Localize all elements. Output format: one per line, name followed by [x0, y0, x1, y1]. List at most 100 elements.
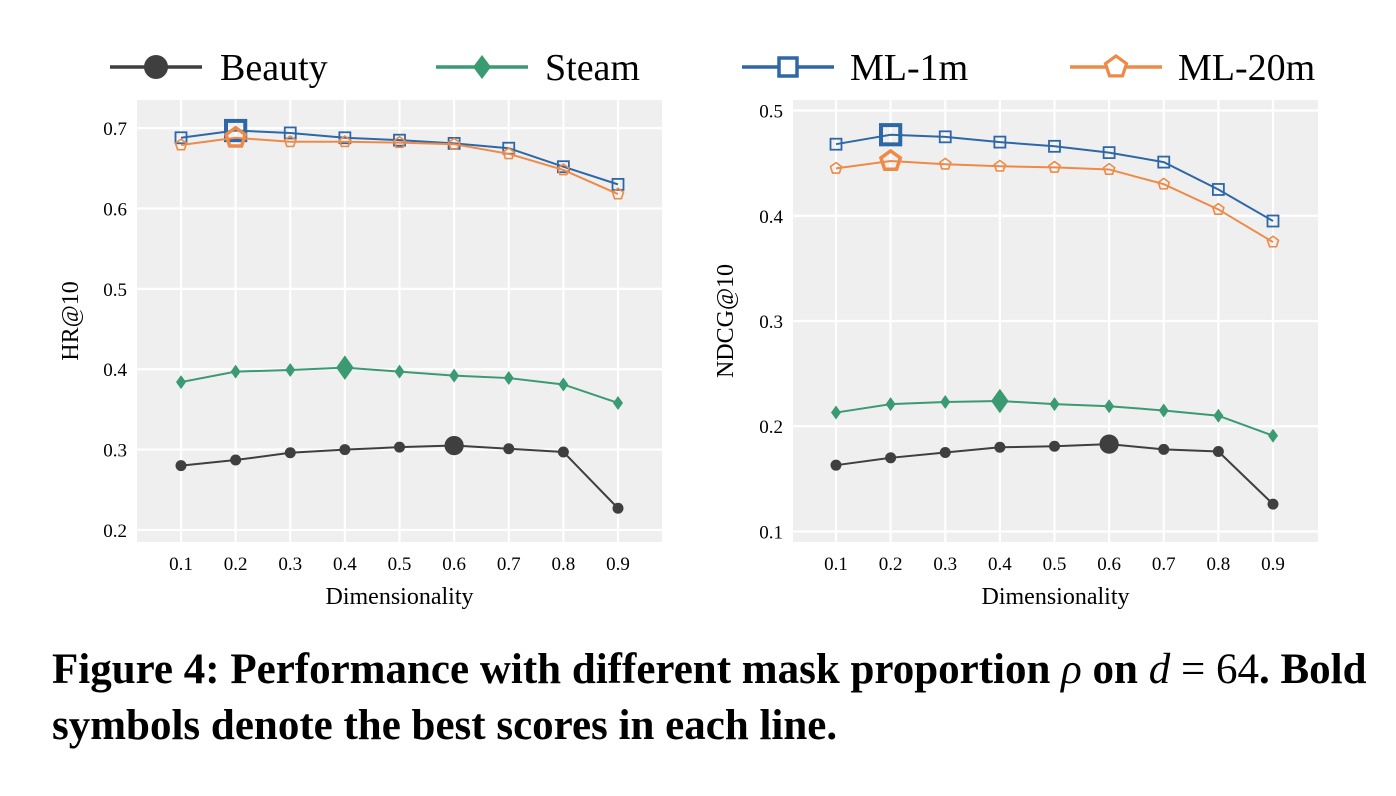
- x-tick-label: 0.7: [1152, 554, 1176, 575]
- y-tick-label: 0.1: [759, 522, 783, 543]
- data-point-marker: [829, 161, 843, 174]
- data-point-marker: [1268, 428, 1278, 443]
- x-tick-label: 0.1: [824, 554, 848, 575]
- y-tick-label: 0.7: [103, 119, 127, 140]
- data-point-marker: [885, 397, 896, 412]
- data-point-marker: [1212, 445, 1224, 457]
- data-point-marker: [939, 447, 951, 459]
- legend-label: ML-1m: [850, 47, 968, 89]
- x-tick-label: 0.8: [1207, 554, 1231, 575]
- series-ml-1m: [829, 123, 1280, 228]
- series-line: [180, 136, 619, 195]
- series-line: [835, 160, 1274, 243]
- y-tick-label: 0.5: [103, 280, 127, 301]
- data-point-marker: [613, 395, 623, 410]
- y-tick-label: 0.5: [759, 102, 783, 123]
- y-axis-label: HR@10: [58, 281, 84, 360]
- data-point-marker: [885, 452, 897, 464]
- data-point-marker: [938, 130, 952, 144]
- data-point-marker: [993, 159, 1007, 172]
- data-point-marker: [1157, 155, 1171, 169]
- x-tick-label: 0.2: [224, 554, 248, 575]
- data-point-marker: [339, 444, 351, 456]
- x-tick-label: 0.4: [988, 554, 1012, 575]
- caption-prefix: Figure 4: Performance with different mas…: [52, 646, 1051, 693]
- data-point-marker: [1048, 160, 1061, 173]
- data-point-marker: [449, 368, 460, 383]
- x-tick-label: 0.3: [278, 554, 302, 575]
- data-point-marker: [1211, 183, 1225, 196]
- data-point-marker: [829, 137, 843, 151]
- data-point-marker: [611, 177, 625, 191]
- data-point-marker: [994, 441, 1006, 453]
- x-tick-label: 0.5: [388, 554, 412, 575]
- data-point-marker: [502, 147, 516, 160]
- figure-caption: Figure 4: Performance with different mas…: [52, 642, 1372, 754]
- data-point-marker: [393, 135, 406, 149]
- data-point-marker: [503, 443, 515, 455]
- y-axis-label: NDCG@10: [713, 264, 739, 378]
- x-tick-label: 0.2: [879, 554, 903, 575]
- data-point-marker: [558, 377, 569, 392]
- caption-rho: ρ: [1061, 646, 1082, 693]
- data-point-marker: [176, 375, 186, 390]
- legend-marker: [473, 55, 491, 79]
- data-point-marker: [1102, 146, 1116, 160]
- best-point-marker: [991, 388, 1009, 414]
- data-point-marker: [1048, 139, 1061, 153]
- best-point-marker: [336, 355, 354, 380]
- y-tick-label: 0.2: [759, 417, 783, 438]
- series-ml-20m: [829, 148, 1280, 248]
- data-point-marker: [503, 371, 514, 386]
- x-tick-label: 0.3: [933, 554, 957, 575]
- best-point-marker: [223, 125, 248, 148]
- series-beauty: [830, 434, 1279, 510]
- legend-label: Steam: [545, 47, 640, 89]
- data-point-marker: [230, 454, 242, 466]
- figure: Beauty Steam ML-1m ML-20m 0.2 0.3 0.4 0.5 0.6 0.…: [58, 47, 1318, 610]
- legend-label: Beauty: [220, 47, 328, 89]
- caption-on: on: [1092, 646, 1138, 693]
- best-point-marker: [1099, 434, 1119, 454]
- data-point-marker: [174, 131, 188, 145]
- x-tick-label: 0.9: [606, 554, 630, 575]
- data-point-marker: [1266, 235, 1280, 248]
- data-point-marker: [394, 364, 405, 379]
- data-point-marker: [1049, 440, 1060, 452]
- legend-item-ml-1m: ML-1m: [742, 47, 968, 89]
- data-point-marker: [338, 135, 352, 148]
- x-tick-label: 0.8: [552, 554, 576, 575]
- legend-marker: [144, 55, 168, 79]
- series-steam: [831, 388, 1278, 443]
- data-point-marker: [830, 459, 842, 471]
- series-line: [180, 129, 619, 186]
- y-tick-label: 0.4: [103, 360, 127, 381]
- x-tick-label: 0.1: [169, 554, 193, 575]
- hr-chart-panel: 0.2 0.3 0.4 0.5 0.6 0.7 0.1 0.2 0.3 0.4 0.5 0.6 0.7 0…: [58, 100, 662, 610]
- data-point-marker: [1158, 403, 1169, 418]
- legend-marker: [1103, 54, 1129, 78]
- y-tick-label: 0.4: [759, 207, 783, 228]
- best-point-marker: [444, 435, 464, 456]
- data-point-marker: [831, 405, 841, 420]
- data-point-marker: [1158, 443, 1170, 455]
- data-point-marker: [1211, 202, 1225, 215]
- data-point-marker: [175, 460, 187, 472]
- y-tick-label: 0.3: [103, 441, 127, 462]
- caption-suffix: . Bold symbols denote the best scores in…: [52, 646, 1367, 749]
- ndcg-chart-panel: 0.1 0.2 0.3 0.4 0.5 0.1 0.2 0.3 0.4 0.5 0.6 0.7 0.8 0…: [713, 100, 1318, 610]
- best-point-marker: [878, 148, 903, 171]
- x-tick-label: 0.5: [1043, 554, 1067, 575]
- legend: Beauty Steam ML-1m ML-20m: [110, 47, 1315, 89]
- legend-label: ML-20m: [1178, 47, 1315, 89]
- x-tick-label: 0.6: [442, 554, 466, 575]
- x-tick-label: 0.4: [333, 554, 357, 575]
- data-point-marker: [285, 363, 296, 378]
- legend-item-beauty: Beauty: [110, 47, 328, 89]
- data-point-marker: [940, 395, 951, 410]
- data-point-marker: [283, 126, 297, 140]
- x-axis-label: Dimensionality: [326, 584, 474, 610]
- x-tick-label: 0.9: [1261, 554, 1285, 575]
- series-ml-1m: [174, 118, 625, 191]
- best-point-marker: [879, 123, 903, 147]
